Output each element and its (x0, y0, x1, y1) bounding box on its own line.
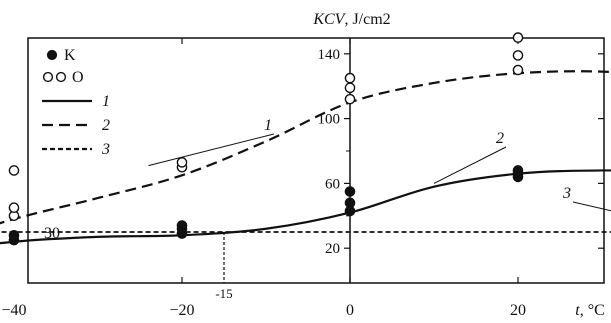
x-axis-label: t, °C (575, 302, 605, 319)
curve-label-3: 3 (562, 185, 571, 202)
legend-label-1: 1 (102, 93, 110, 110)
y-tick-label: 60 (325, 176, 340, 192)
plot-frame (27, 37, 605, 284)
curve-label-1: 1 (264, 117, 272, 134)
y-tick-label: 140 (318, 47, 341, 63)
legend-label-3: 3 (101, 141, 110, 158)
point-k (176, 220, 188, 231)
y-axis-label: KCV, J/cm2 (312, 11, 390, 28)
point-k (8, 229, 20, 241)
crossing-label: -15 (215, 286, 232, 301)
point-k (512, 165, 524, 176)
x-tick-label: 0 (346, 302, 354, 319)
legend-label-2: 2 (102, 117, 110, 134)
point-o (176, 157, 188, 168)
point-o (512, 32, 524, 43)
point-o (512, 64, 524, 76)
curve-label-leader (572, 201, 611, 212)
point-o (8, 202, 20, 213)
curve-label-leader (433, 146, 507, 184)
curve-label-2: 2 (496, 130, 504, 147)
point-k (344, 197, 356, 209)
point-o (344, 82, 356, 94)
x-tick-label: −40 (1, 302, 26, 319)
legend-label-o: O (72, 69, 84, 86)
legend-marker-o (42, 71, 54, 83)
curve-label-leader (148, 133, 275, 167)
x-tick-label: 20 (510, 302, 526, 319)
legend-marker-o (55, 71, 67, 83)
legend-label-k: K (64, 47, 76, 64)
x-tick-label: −20 (169, 302, 194, 319)
point-o (344, 72, 356, 84)
point-o (8, 165, 20, 176)
y-tick-label: 20 (325, 241, 340, 257)
point-o (512, 50, 524, 61)
point-o (344, 93, 356, 105)
point-k (344, 186, 356, 197)
legend-marker-k (46, 49, 58, 61)
curve-2 (0, 169, 611, 245)
threshold-label: 30 (44, 225, 60, 242)
y-tick-label: 100 (318, 112, 341, 128)
